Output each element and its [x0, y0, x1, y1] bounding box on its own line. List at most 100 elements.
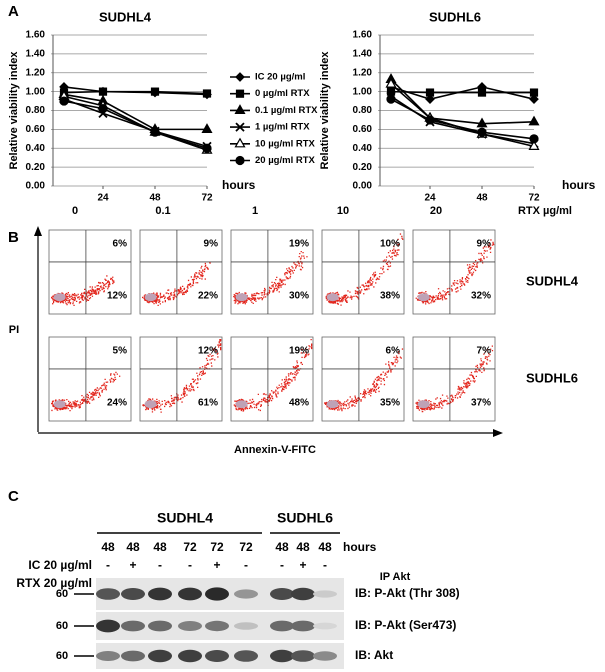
series-line	[63, 95, 208, 151]
y-tick-label: 1.60	[353, 30, 373, 41]
percent-label: 48%	[289, 398, 309, 409]
marker	[201, 123, 213, 133]
band	[205, 650, 229, 662]
treatment-mark: +	[299, 558, 306, 572]
marker	[528, 140, 540, 150]
band	[270, 649, 294, 663]
dense-core	[144, 400, 157, 409]
percent-label: 6%	[113, 239, 128, 250]
x-axis-label: Annexin-V-FITC	[234, 444, 316, 456]
lane-hours: 48	[318, 540, 332, 554]
treatment-mark: -	[244, 558, 248, 572]
group-label: SUDHL4	[157, 510, 213, 526]
percent-label: 6%	[386, 346, 401, 357]
size-marker: 60	[56, 620, 68, 632]
band	[178, 621, 202, 631]
band	[205, 620, 229, 632]
marker	[425, 115, 435, 125]
ip-label: IP Akt	[380, 571, 411, 583]
band	[148, 649, 172, 663]
y-tick-label: 0.80	[353, 105, 373, 116]
percent-label: 9%	[204, 239, 219, 250]
column-unit: RTX µg/ml	[518, 205, 572, 217]
band	[178, 649, 202, 663]
band	[234, 622, 258, 630]
blot-label: IB: P-Akt (Ser473)	[355, 618, 456, 632]
percent-label: 22%	[198, 291, 218, 302]
dot-cloud	[51, 275, 115, 306]
y-tick-label: 0.00	[353, 181, 373, 192]
band	[291, 650, 315, 662]
band	[234, 650, 258, 662]
band	[234, 589, 258, 599]
treatment-mark: -	[280, 558, 284, 572]
band	[121, 650, 145, 662]
x-axis-label: hours	[222, 178, 256, 192]
percent-label: 37%	[471, 398, 491, 409]
percent-label: 38%	[380, 291, 400, 302]
lane-hours: 48	[296, 540, 310, 554]
time-label: hours	[343, 540, 377, 554]
y-tick-label: 1.20	[353, 67, 373, 78]
series-line	[63, 93, 207, 131]
y-tick-label: 1.40	[26, 49, 46, 60]
dense-core	[326, 293, 339, 302]
legend-label: 0 µg/ml RTX	[255, 88, 310, 99]
y-tick-label: 1.20	[26, 67, 46, 78]
percent-label: 9%	[477, 239, 492, 250]
marker	[528, 115, 540, 126]
y-tick-label: 0.20	[26, 162, 46, 173]
marker	[529, 88, 539, 97]
treatment-mark: +	[129, 558, 136, 572]
legend-label: 1 µg/ml RTX	[255, 122, 310, 133]
percent-label: 32%	[471, 291, 491, 302]
dense-core	[53, 293, 66, 302]
marker	[385, 77, 397, 88]
legend-marker	[235, 122, 245, 132]
x-tick-label: 48	[149, 193, 161, 204]
column-header: 0	[72, 205, 78, 217]
panel-label: A	[8, 3, 19, 20]
treatment-mark: -	[106, 558, 110, 572]
series-line	[390, 78, 535, 125]
percent-label: 19%	[289, 239, 309, 250]
legend-marker	[234, 104, 246, 115]
series-line	[63, 90, 208, 95]
marker	[98, 87, 108, 96]
legend-marker	[234, 137, 246, 148]
lane-hours: 48	[275, 540, 289, 554]
x-tick-label: 72	[201, 193, 213, 204]
x-tick-label: 24	[424, 193, 436, 204]
series-line	[63, 98, 208, 148]
lane-hours: 72	[239, 540, 253, 554]
y-axis-label: PI	[9, 324, 19, 336]
column-header: 1	[252, 205, 258, 217]
marker	[386, 94, 396, 104]
percent-label: 35%	[380, 398, 400, 409]
percent-label: 5%	[113, 346, 128, 357]
dense-core	[144, 293, 157, 302]
y-axis-label: Relative viability index	[8, 51, 20, 170]
series-line	[390, 98, 535, 140]
x-tick-label: 24	[97, 193, 109, 204]
percent-label: 12%	[107, 291, 127, 302]
dense-core	[235, 400, 248, 409]
marker	[98, 104, 108, 114]
band	[205, 587, 229, 601]
dense-core	[417, 293, 430, 302]
marker	[477, 127, 487, 137]
marker	[529, 94, 539, 105]
y-tick-label: 0.40	[353, 143, 373, 154]
lane-hours: 72	[183, 540, 197, 554]
dense-core	[326, 400, 339, 409]
treatment-mark: -	[158, 558, 162, 572]
percent-label: 7%	[477, 346, 492, 357]
marker	[202, 143, 212, 153]
x-tick-label: 72	[528, 193, 540, 204]
y-tick-label: 0.80	[26, 105, 46, 116]
marker	[425, 94, 435, 105]
band	[313, 590, 337, 598]
y-axis-label: Relative viability index	[319, 51, 331, 170]
legend-marker	[235, 72, 245, 82]
